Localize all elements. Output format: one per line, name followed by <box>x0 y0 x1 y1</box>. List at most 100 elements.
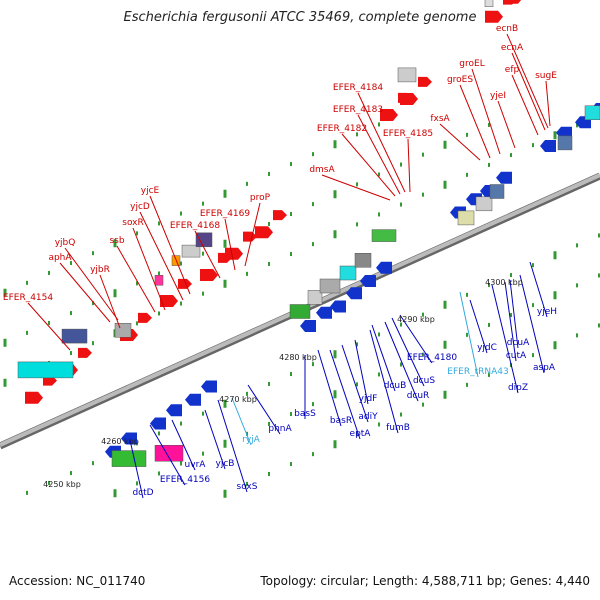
leader-line <box>99 274 121 329</box>
gene-arrow-reverse <box>185 393 201 406</box>
gene-arrow-reverse <box>166 404 182 417</box>
map-title: Escherichia fergusonii ATCC 35469, compl… <box>123 10 477 25</box>
gene-label: cutA <box>506 351 527 361</box>
gene-arrow-forward <box>160 295 178 307</box>
gene-arrow-forward <box>225 247 243 260</box>
gene-arrow-reverse <box>496 171 512 184</box>
leader-line <box>149 424 186 486</box>
gene-arrow-reverse <box>201 380 217 393</box>
leader-line <box>64 247 119 321</box>
leader-line <box>471 68 501 155</box>
gene-arrow-reverse <box>540 140 556 152</box>
gene-label: EFER_4185 <box>383 129 433 139</box>
gene-block <box>111 450 147 467</box>
gene-label: dcuB <box>384 381 407 391</box>
leader-line <box>231 397 252 446</box>
gene-block <box>371 229 397 242</box>
leader-line <box>224 218 236 271</box>
gene-label: ryjA <box>242 435 261 445</box>
leader-line <box>511 52 546 131</box>
kbp-label: 4250 kbp <box>43 480 81 489</box>
leader-line <box>511 74 539 136</box>
gene-label: fxsA <box>430 114 450 124</box>
gene-label: EFER_4168 <box>170 221 220 231</box>
gene-label: adiY <box>358 412 378 422</box>
leader-line <box>459 291 479 378</box>
gene-arrow-reverse <box>150 417 166 430</box>
gene-arrow-reverse <box>346 287 362 300</box>
leader-line <box>504 281 517 362</box>
leader-line <box>354 339 369 405</box>
leader-line <box>506 33 549 129</box>
leader-line <box>519 274 545 374</box>
gene-arrow-forward <box>138 312 152 323</box>
gene-label: aspA <box>533 363 556 373</box>
gene-label: ecnB <box>496 24 518 34</box>
gene-arrow-reverse <box>300 320 316 332</box>
gene-label: basR <box>330 416 352 426</box>
gene-block <box>397 67 417 83</box>
gene-label: EFER_4169 <box>200 209 250 219</box>
gene-arrow-reverse <box>316 306 332 319</box>
leader-line <box>341 133 396 197</box>
leader-line <box>469 299 488 354</box>
gene-label: yjbR <box>90 265 110 275</box>
leader-line <box>357 114 401 195</box>
gene-block <box>489 184 505 199</box>
gene-label: dipZ <box>508 383 528 393</box>
gene-arrow-forward <box>243 231 257 242</box>
kbp-label: 4290 kbp <box>397 315 435 324</box>
leader-line <box>545 80 551 127</box>
kbp-label: 4300 kbp <box>485 278 523 287</box>
gene-arrow-forward <box>400 93 418 105</box>
gene-label: soxS <box>237 482 258 492</box>
gene-label: proP <box>250 193 271 203</box>
leader-line <box>116 245 156 313</box>
gene-label: dcuA <box>507 338 530 348</box>
kbp-labels: 4250 kbp 4260 kbp 4270 kbp 4280 kbp 4290 kbp… <box>43 278 523 489</box>
gene-label: yjeI <box>490 91 506 101</box>
gene-labels: EFER_4154 aphA yjbR yjbQ ssb soxR yjcD yjcE EFER… <box>3 24 557 498</box>
leader-line <box>371 324 396 392</box>
gene-block <box>114 323 132 338</box>
accession-text: Accession: NC_011740 <box>9 574 146 588</box>
leader-line <box>204 409 226 470</box>
gene-label: groES <box>447 75 473 85</box>
gene-block <box>289 304 311 319</box>
gene-label: dcuR <box>407 391 430 401</box>
gene-arrow-reverse <box>330 300 346 313</box>
gene-label: EFER_4156 <box>160 475 210 485</box>
gene-block <box>475 196 493 212</box>
leader-line <box>194 230 221 279</box>
leader-line <box>491 284 519 394</box>
gene-arrow-forward <box>255 226 273 239</box>
leader-line <box>171 419 196 471</box>
gene-label: EFER_4180 <box>407 353 457 363</box>
leader-line <box>217 399 248 493</box>
gene-label: aphA <box>48 253 72 263</box>
leader-line <box>459 84 491 159</box>
leader-line <box>132 227 166 311</box>
gene-block <box>61 328 88 344</box>
gene-arrow-forward <box>485 10 503 23</box>
leader-line <box>139 211 184 301</box>
gene-label: phnA <box>268 424 292 434</box>
leader-line <box>247 384 281 435</box>
gene-block <box>557 135 573 151</box>
leader-line <box>497 100 516 149</box>
gene-block <box>307 290 323 305</box>
gene-label: EFER_4182 <box>317 124 367 134</box>
gene-arrow-forward <box>78 347 92 358</box>
gene-label: groEL <box>459 59 484 69</box>
gene-label: fumB <box>386 423 410 433</box>
leader-line <box>149 195 191 295</box>
gene-label: ecnA <box>501 43 524 53</box>
gene-label: soxR <box>122 218 144 228</box>
gene-block <box>154 275 164 286</box>
gene-label: yjcD <box>130 202 150 212</box>
gene-block <box>484 0 494 7</box>
tick-rows <box>3 122 600 498</box>
label-leaders <box>27 33 551 499</box>
